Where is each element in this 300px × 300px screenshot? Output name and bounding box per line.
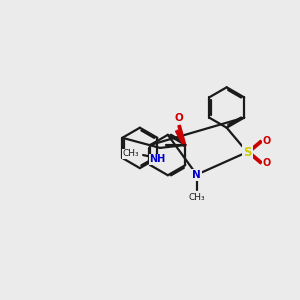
Text: O: O	[262, 136, 270, 146]
Text: CH₃: CH₃	[123, 149, 140, 158]
Text: S: S	[243, 146, 251, 159]
Text: N: N	[192, 170, 201, 180]
Text: O: O	[174, 113, 183, 123]
Text: CH₃: CH₃	[188, 193, 205, 202]
Text: O: O	[262, 158, 270, 168]
Text: NH: NH	[150, 154, 166, 164]
